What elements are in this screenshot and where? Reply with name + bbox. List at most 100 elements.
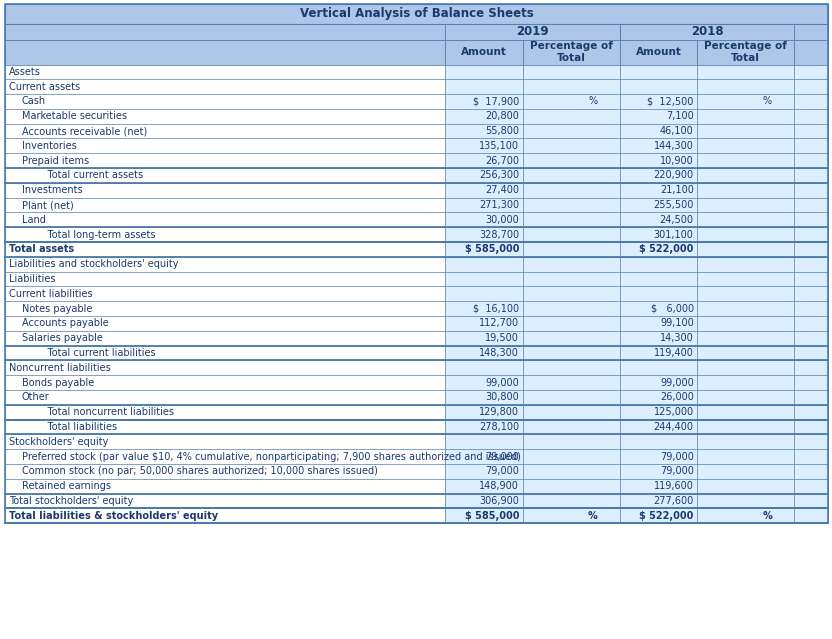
- Text: Preferred stock (par value $10, 4% cumulative, nonparticipating; 7,900 shares au: Preferred stock (par value $10, 4% cumul…: [22, 452, 521, 462]
- Text: 125,000: 125,000: [653, 407, 694, 417]
- Bar: [445, 360, 522, 375]
- Bar: [795, 331, 828, 346]
- Bar: [795, 375, 828, 390]
- Bar: [522, 94, 620, 109]
- Bar: [795, 346, 828, 360]
- Text: 79,000: 79,000: [660, 466, 694, 477]
- Bar: [620, 464, 697, 479]
- Bar: [522, 40, 620, 65]
- Bar: [795, 509, 828, 523]
- Bar: [620, 168, 697, 183]
- Text: 55,800: 55,800: [485, 126, 519, 136]
- Bar: [445, 139, 522, 153]
- Text: 24,500: 24,500: [660, 215, 694, 225]
- Bar: [445, 109, 522, 124]
- Text: 79,000: 79,000: [485, 466, 519, 477]
- Bar: [5, 168, 445, 183]
- Bar: [522, 213, 620, 227]
- Text: Stockholders' equity: Stockholders' equity: [9, 437, 108, 447]
- Text: 30,800: 30,800: [485, 392, 519, 403]
- Text: 306,900: 306,900: [479, 496, 519, 506]
- Bar: [697, 242, 795, 257]
- Bar: [5, 213, 445, 227]
- Bar: [620, 65, 697, 79]
- Text: $  17,900: $ 17,900: [473, 96, 519, 107]
- Bar: [697, 286, 795, 302]
- Text: Current assets: Current assets: [9, 82, 80, 92]
- Bar: [795, 139, 828, 153]
- Bar: [5, 272, 445, 286]
- Bar: [620, 360, 697, 375]
- Text: 14,300: 14,300: [660, 334, 694, 343]
- Bar: [697, 316, 795, 331]
- Text: Amount: Amount: [636, 47, 681, 58]
- Bar: [795, 286, 828, 302]
- Bar: [697, 464, 795, 479]
- Text: 26,700: 26,700: [485, 156, 519, 166]
- Text: 46,100: 46,100: [660, 126, 694, 136]
- Bar: [795, 302, 828, 316]
- Bar: [697, 346, 795, 360]
- Bar: [795, 153, 828, 168]
- Bar: [697, 449, 795, 464]
- Bar: [445, 316, 522, 331]
- Bar: [522, 227, 620, 242]
- Bar: [795, 464, 828, 479]
- Bar: [5, 479, 445, 494]
- Bar: [795, 316, 828, 331]
- Bar: [697, 390, 795, 405]
- Text: $ 585,000: $ 585,000: [464, 245, 519, 254]
- Text: 2019: 2019: [516, 26, 549, 38]
- Bar: [620, 139, 697, 153]
- Bar: [445, 79, 522, 94]
- Text: 220,900: 220,900: [653, 171, 694, 180]
- Text: Bonds payable: Bonds payable: [22, 378, 94, 388]
- Bar: [795, 494, 828, 509]
- Text: 301,100: 301,100: [654, 229, 694, 240]
- Bar: [5, 375, 445, 390]
- Bar: [795, 227, 828, 242]
- Bar: [522, 257, 620, 272]
- Bar: [445, 464, 522, 479]
- Bar: [620, 375, 697, 390]
- Text: 148,900: 148,900: [479, 481, 519, 491]
- Bar: [697, 168, 795, 183]
- Text: %: %: [587, 511, 597, 521]
- Bar: [522, 109, 620, 124]
- Bar: [5, 65, 445, 79]
- Bar: [5, 302, 445, 316]
- Text: %: %: [762, 96, 771, 107]
- Bar: [5, 4, 828, 24]
- Bar: [620, 509, 697, 523]
- Bar: [5, 346, 445, 360]
- Text: Total current assets: Total current assets: [35, 171, 143, 180]
- Bar: [5, 40, 828, 65]
- Bar: [620, 79, 697, 94]
- Bar: [620, 272, 697, 286]
- Bar: [620, 24, 795, 40]
- Text: Liabilities and stockholders' equity: Liabilities and stockholders' equity: [9, 259, 179, 269]
- Bar: [795, 420, 828, 435]
- Text: 79,000: 79,000: [485, 452, 519, 462]
- Bar: [795, 405, 828, 420]
- Bar: [795, 183, 828, 197]
- Bar: [697, 405, 795, 420]
- Text: 7,100: 7,100: [666, 111, 694, 121]
- Text: $ 585,000: $ 585,000: [464, 511, 519, 521]
- Bar: [620, 390, 697, 405]
- Bar: [795, 65, 828, 79]
- Bar: [620, 302, 697, 316]
- Bar: [620, 316, 697, 331]
- Bar: [5, 183, 445, 197]
- Bar: [522, 139, 620, 153]
- Bar: [697, 479, 795, 494]
- Bar: [620, 405, 697, 420]
- Text: Total liabilities: Total liabilities: [35, 422, 117, 432]
- Bar: [697, 65, 795, 79]
- Bar: [620, 94, 697, 109]
- Text: Other: Other: [22, 392, 50, 403]
- Bar: [697, 227, 795, 242]
- Bar: [697, 109, 795, 124]
- Text: $  16,100: $ 16,100: [473, 304, 519, 314]
- Bar: [795, 124, 828, 139]
